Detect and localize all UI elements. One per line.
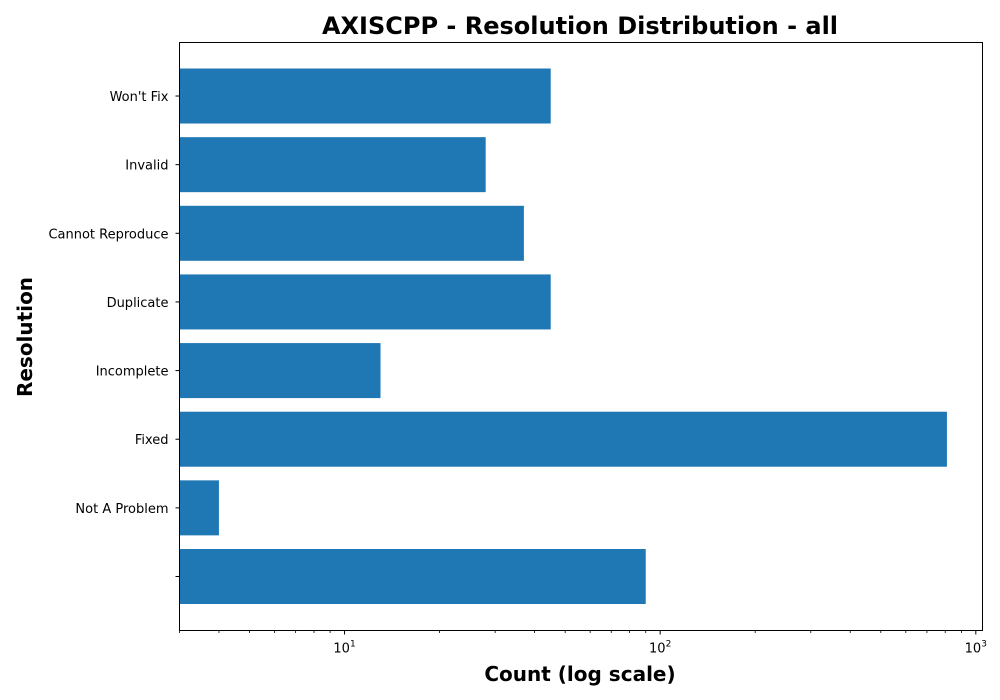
bar — [179, 274, 551, 330]
bars-layer — [179, 68, 947, 604]
bar — [179, 549, 646, 604]
y-ticks-layer: Not A Problem Fixed Incomplete Duplicate Can… — [48, 90, 180, 577]
y-axis-label: Resolution — [13, 277, 37, 397]
y-tick-label: Cannot Reproduce — [48, 227, 168, 242]
chart-title: AXISCPP - Resolution Distribution - all — [322, 12, 838, 40]
bar — [179, 68, 551, 124]
x-tick-exponent: 2 — [666, 640, 672, 650]
x-tick-exponent: 3 — [981, 640, 987, 650]
x-axis-label: Count (log scale) — [484, 662, 675, 686]
plot-frame — [179, 42, 983, 631]
y-tick-label: Won't Fix — [110, 90, 169, 105]
x-tick-label: 103 — [965, 640, 987, 657]
x-tick-base: 10 — [333, 642, 350, 657]
y-tick-label: Invalid — [125, 159, 168, 174]
y-tick-label: Fixed — [135, 433, 169, 448]
x-ticks-layer: 101 102 103 — [179, 630, 987, 657]
x-tick-label: 102 — [649, 640, 671, 657]
bar — [179, 137, 486, 193]
x-tick-label: 101 — [333, 640, 355, 657]
bar — [179, 205, 524, 261]
bar — [179, 343, 381, 399]
x-tick-base: 10 — [965, 642, 982, 657]
y-tick-label: Incomplete — [96, 365, 169, 380]
bar — [179, 480, 219, 536]
x-tick-exponent: 1 — [350, 640, 356, 650]
y-tick-label: Duplicate — [107, 296, 169, 311]
bar — [179, 411, 947, 467]
y-tick-label: Not A Problem — [75, 502, 168, 517]
x-tick-base: 10 — [649, 642, 666, 657]
